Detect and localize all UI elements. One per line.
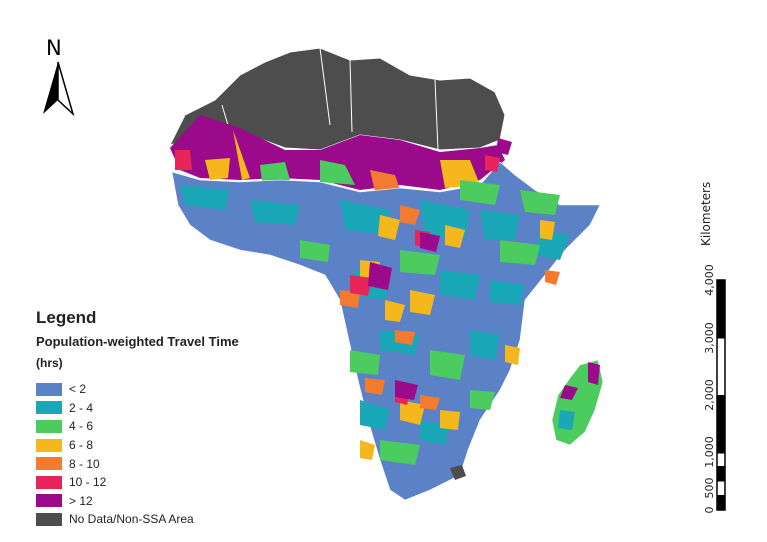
- legend-item: No Data/Non-SSA Area: [36, 510, 239, 529]
- legend-swatch: [36, 494, 62, 508]
- legend-item: 2 - 4: [36, 399, 239, 418]
- legend-label: 6 - 8: [69, 438, 94, 453]
- legend-swatch: [36, 457, 62, 471]
- legend-item: < 2: [36, 380, 239, 399]
- legend-label: 4 - 6: [69, 419, 94, 434]
- legend-swatch: [36, 419, 62, 433]
- legend-swatch: [36, 401, 62, 415]
- legend-label: > 12: [69, 493, 93, 508]
- legend-swatch: [36, 438, 62, 452]
- legend-swatch: [36, 512, 62, 526]
- legend-swatch: [36, 475, 62, 489]
- scale-label-500: 500: [703, 478, 716, 499]
- legend-item: 4 - 6: [36, 417, 239, 436]
- legend-label: < 2: [69, 382, 87, 397]
- legend-unit: (hrs): [36, 356, 63, 370]
- north-africa-no-data-region: [169, 47, 506, 151]
- legend-label: 2 - 4: [69, 400, 94, 415]
- scale-label-4000: 4,000: [703, 264, 716, 296]
- legend-swatch: [36, 382, 62, 396]
- scale-label-1000: 1,000: [703, 436, 716, 468]
- scale-label-2000: 2,000: [703, 379, 716, 411]
- north-label: N: [46, 36, 62, 60]
- legend: Legend Population-weighted Travel Time (…: [36, 308, 239, 529]
- legend-label: 8 - 10: [69, 456, 100, 471]
- legend-title: Legend: [36, 308, 97, 327]
- scale-label-3000: 3,000: [703, 322, 716, 354]
- legend-item: 10 - 12: [36, 473, 239, 492]
- legend-item: 6 - 8: [36, 436, 239, 455]
- legend-label: No Data/Non-SSA Area: [69, 512, 194, 527]
- sahel-region: [170, 115, 505, 190]
- scale-bar: 0 500 1,000 2,000 3,000 4,000: [703, 264, 726, 514]
- lesotho-no-data-region: [450, 465, 466, 480]
- legend-subtitle: Population-weighted Travel Time: [36, 334, 239, 349]
- legend-item: 8 - 10: [36, 454, 239, 473]
- legend-label: 10 - 12: [69, 475, 107, 490]
- legend-items: < 2 2 - 4 4 - 6 6 - 8 8 - 10 10 - 12 > 12 No Da…: [36, 380, 239, 529]
- scale-units-label: Kilometers: [699, 181, 713, 246]
- scale-label-0: 0: [703, 507, 716, 514]
- legend-item: > 12: [36, 492, 239, 511]
- north-arrow-icon: [43, 61, 75, 117]
